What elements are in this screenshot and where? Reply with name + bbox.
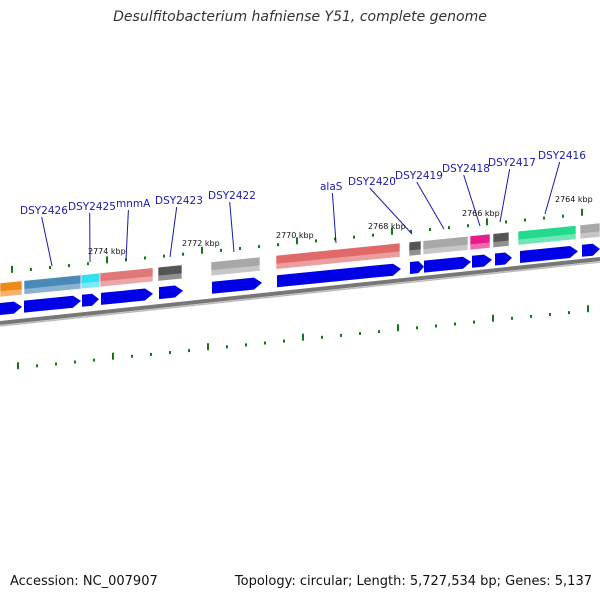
feature-shade — [81, 281, 100, 289]
kbp-label: 2770 kbp — [276, 231, 314, 240]
gene-label: DSY2422 — [208, 190, 256, 202]
leader-line — [41, 216, 53, 267]
feature-box — [275, 242, 401, 270]
leader-line — [125, 209, 129, 261]
feature-shade — [24, 283, 81, 295]
leader-line — [331, 192, 337, 244]
feature-box — [469, 233, 491, 251]
gene-label: DSY2420 — [348, 176, 396, 188]
feature-box — [99, 267, 154, 288]
gene-label: DSY2419 — [395, 170, 443, 182]
accession-text: Accession: NC_007907 — [10, 574, 158, 589]
feature-box — [492, 231, 510, 249]
cds-arrows — [0, 243, 600, 315]
feature-shade — [211, 265, 260, 276]
feature-box — [579, 222, 600, 240]
feature-box — [422, 235, 469, 256]
gene-label: DSY2426 — [20, 205, 68, 217]
cds-arrow — [582, 243, 600, 257]
cds-arrow — [82, 293, 99, 307]
feature-box — [408, 240, 422, 257]
cds-arrow — [24, 295, 81, 313]
gene-label: DSY2418 — [442, 163, 490, 175]
cds-arrow — [101, 288, 153, 305]
cds-arrow — [495, 252, 512, 266]
tick-marks — [11, 208, 589, 370]
genome-backbone — [0, 257, 600, 327]
labels: 2774 kbp 2772 kbp 2770 kbp 2768 kbp 2766 kbp… — [20, 150, 593, 256]
gene-label: DSY2417 — [488, 157, 536, 169]
feature-shade — [423, 244, 468, 255]
feature-box — [157, 264, 183, 282]
feature-shade — [580, 231, 600, 239]
cds-arrow — [212, 277, 262, 294]
cds-arrow — [472, 254, 492, 268]
leader-line — [416, 181, 445, 230]
leader-line — [544, 161, 561, 215]
map-title: Desulfitobacterium hafniense Y51, comple… — [113, 9, 487, 25]
leader-line — [169, 206, 178, 258]
feature-box — [210, 256, 261, 277]
cds-arrow — [424, 256, 471, 273]
cds-arrow — [0, 301, 22, 315]
feature-shade — [518, 233, 576, 246]
kbp-label: 2774 kbp — [88, 247, 126, 256]
feature-shade — [493, 240, 509, 248]
kbp-label: 2772 kbp — [182, 239, 220, 248]
kbp-label: 2764 kbp — [555, 195, 593, 204]
feature-shade — [409, 249, 421, 257]
gene-label: DSY2425 — [68, 201, 116, 213]
feature-shade — [0, 289, 22, 297]
feature-shade — [470, 242, 490, 250]
genome-summary-text: Topology: circular; Length: 5,727,534 bp… — [234, 574, 592, 589]
backbone-line — [0, 257, 600, 325]
gene-label: mnmA — [116, 198, 151, 210]
cds-arrow — [277, 263, 401, 288]
label-leader-lines — [41, 161, 561, 267]
backbone-shadow — [0, 261, 600, 327]
leader-line — [463, 174, 481, 227]
leader-line — [229, 201, 235, 253]
leader-line — [499, 168, 511, 223]
gene-label: DSY2423 — [155, 195, 203, 207]
feature-boxes — [0, 222, 600, 298]
cds-arrow — [159, 285, 183, 300]
feature-shade — [158, 273, 182, 282]
feature-box — [517, 225, 577, 246]
kbp-label: 2766 kbp — [462, 209, 500, 218]
feature-box — [0, 280, 23, 298]
kbp-label: 2768 kbp — [368, 222, 406, 231]
cds-arrow — [520, 246, 578, 263]
feature-shade — [276, 251, 400, 270]
leader-line — [369, 187, 413, 235]
gene-label: alaS — [320, 181, 343, 193]
cds-arrow — [410, 261, 424, 274]
gene-label: DSY2416 — [538, 150, 586, 162]
feature-shade — [100, 276, 153, 287]
